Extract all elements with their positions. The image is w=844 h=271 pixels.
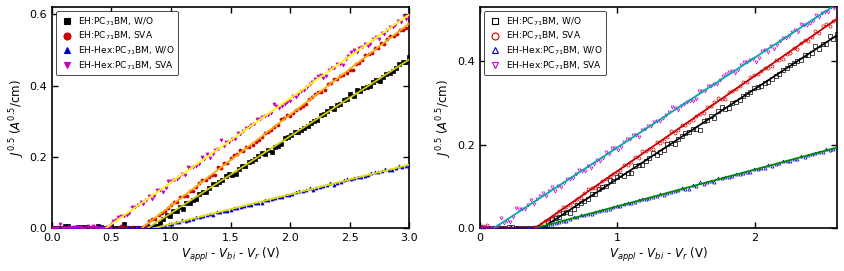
Legend: EH:PC$_{71}$BM, W/O, EH:PC$_{71}$BM, SVA, EH-Hex:PC$_{71}$BM, W/O, EH-Hex:PC$_{7: EH:PC$_{71}$BM, W/O, EH:PC$_{71}$BM, SVA… <box>57 11 178 75</box>
X-axis label: $V_{appl}$ - $V_{bi}$ - $V_r$ (V): $V_{appl}$ - $V_{bi}$ - $V_r$ (V) <box>181 246 280 264</box>
Y-axis label: $J^{0.5}$ ($A^{0.5}$/cm): $J^{0.5}$ ($A^{0.5}$/cm) <box>7 79 26 157</box>
X-axis label: $V_{appl}$ - $V_{bi}$ - $V_r$ (V): $V_{appl}$ - $V_{bi}$ - $V_r$ (V) <box>609 246 708 264</box>
Y-axis label: $J^{0.5}$ ($A^{0.5}$/cm): $J^{0.5}$ ($A^{0.5}$/cm) <box>435 79 454 157</box>
Legend: EH:PC$_{71}$BM, W/O, EH:PC$_{71}$BM, SVA, EH-Hex:PC$_{71}$BM, W/O, EH-Hex:PC$_{7: EH:PC$_{71}$BM, W/O, EH:PC$_{71}$BM, SVA… <box>484 11 606 75</box>
